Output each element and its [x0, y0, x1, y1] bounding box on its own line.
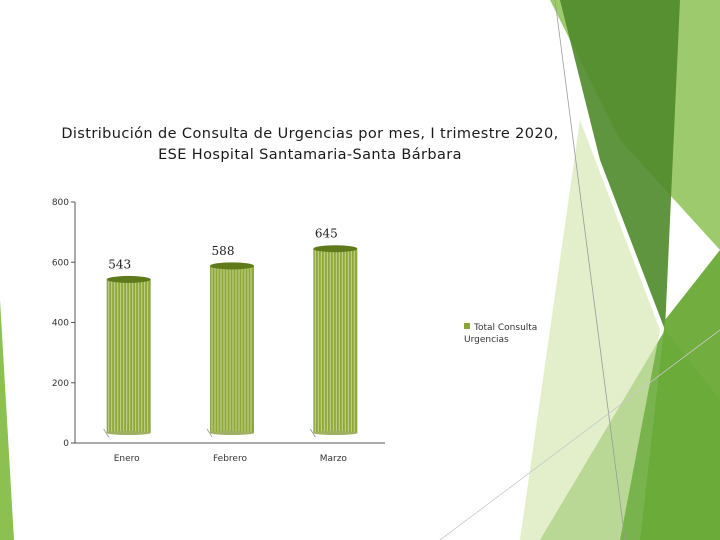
x-tick-label: Febrero	[213, 454, 247, 464]
bar-base	[313, 431, 358, 435]
bar-shadow-line	[309, 428, 316, 438]
chart-title: Distribución de Consulta de Urgencias po…	[61, 126, 559, 163]
legend-swatch	[464, 323, 470, 329]
deco-line-1	[554, 0, 626, 540]
deco-shape-top-right-dark	[560, 0, 680, 330]
bar	[210, 265, 254, 433]
bar-top	[106, 275, 151, 283]
y-tick-label: 600	[52, 258, 69, 268]
legend-label: Total Consulta Urgencias	[464, 323, 538, 345]
bar-base	[106, 431, 151, 435]
bar-shadow-line	[206, 428, 213, 438]
y-tick-label: 0	[63, 439, 69, 449]
bar	[106, 279, 151, 433]
deco-shape-left-edge	[0, 300, 14, 540]
bar-base	[210, 431, 254, 435]
bar-top	[313, 245, 358, 253]
y-tick-label: 400	[52, 319, 69, 329]
y-tick-label: 200	[52, 379, 69, 389]
x-tick-label: Marzo	[320, 454, 348, 464]
data-label: 588	[212, 244, 235, 258]
y-tick-label: 800	[52, 198, 69, 208]
bar-shadow-line	[103, 428, 110, 438]
data-label: 645	[315, 227, 338, 241]
x-tick-label: Enero	[114, 454, 140, 464]
bar	[313, 248, 358, 433]
legend: Total Consulta Urgencias	[464, 322, 554, 346]
data-label: 543	[108, 257, 131, 271]
bar-top	[210, 262, 254, 270]
deco-shape-pale-band	[520, 120, 660, 540]
deco-line-2	[439, 329, 720, 540]
